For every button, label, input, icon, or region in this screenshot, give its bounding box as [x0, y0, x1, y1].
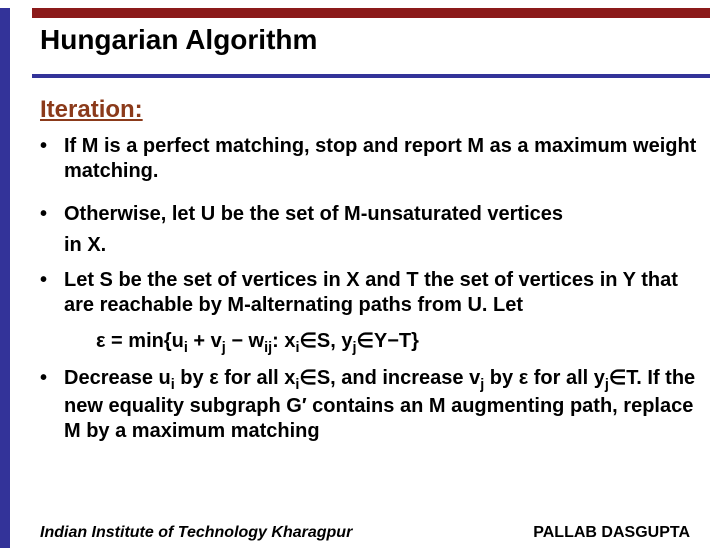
- bullet-dot: •: [40, 134, 64, 184]
- minus: − w: [226, 330, 264, 352]
- eps: ε = min{u: [96, 330, 184, 352]
- footer-right: PALLAB DASGUPTA: [533, 524, 690, 542]
- t: by ε for all x: [175, 367, 296, 389]
- bullet-continuation: in X.: [40, 233, 700, 258]
- bullet-text: If M is a perfect matching, stop and rep…: [64, 134, 700, 184]
- top-bar: [32, 8, 710, 18]
- t: ∈S, and increase v: [299, 367, 480, 389]
- mid-bar: [32, 74, 710, 78]
- t: Decrease u: [64, 367, 171, 389]
- footer-left: Indian Institute of Technology Kharagpur: [40, 524, 352, 542]
- bullet-dot: •: [40, 366, 64, 444]
- slide-title: Hungarian Algorithm: [40, 24, 720, 56]
- in2: ∈Y−T}: [356, 330, 418, 352]
- sub-ij: ij: [264, 340, 272, 356]
- bullet-text: in X.: [64, 233, 700, 258]
- bullet-text: Otherwise, let U be the set of M-unsatur…: [64, 202, 700, 227]
- colon: : x: [272, 330, 295, 352]
- plus: + v: [188, 330, 222, 352]
- bullet-text: Let S be the set of vertices in X and T …: [64, 268, 700, 318]
- bullet-dot: •: [40, 202, 64, 227]
- bullet-spacer: [40, 233, 64, 258]
- bullet-item: • Decrease ui by ε for all xi∈S, and inc…: [40, 366, 700, 444]
- formula: ε = min{ui + vj − wij: xi∈S, yj∈Y−T}: [96, 328, 700, 356]
- slide: Hungarian Algorithm Iteration: • If M is…: [0, 8, 720, 548]
- bullet-item: • Otherwise, let U be the set of M-unsat…: [40, 202, 700, 227]
- section-heading: Iteration:: [40, 96, 700, 124]
- bullet-dot: •: [40, 268, 64, 318]
- t: by ε for all y: [484, 367, 605, 389]
- bullet-text: Decrease ui by ε for all xi∈S, and incre…: [64, 366, 700, 444]
- content: Iteration: • If M is a perfect matching,…: [40, 96, 700, 444]
- bullet-item: • Let S be the set of vertices in X and …: [40, 268, 700, 318]
- in1: ∈S, y: [299, 330, 352, 352]
- bullet-item: • If M is a perfect matching, stop and r…: [40, 134, 700, 184]
